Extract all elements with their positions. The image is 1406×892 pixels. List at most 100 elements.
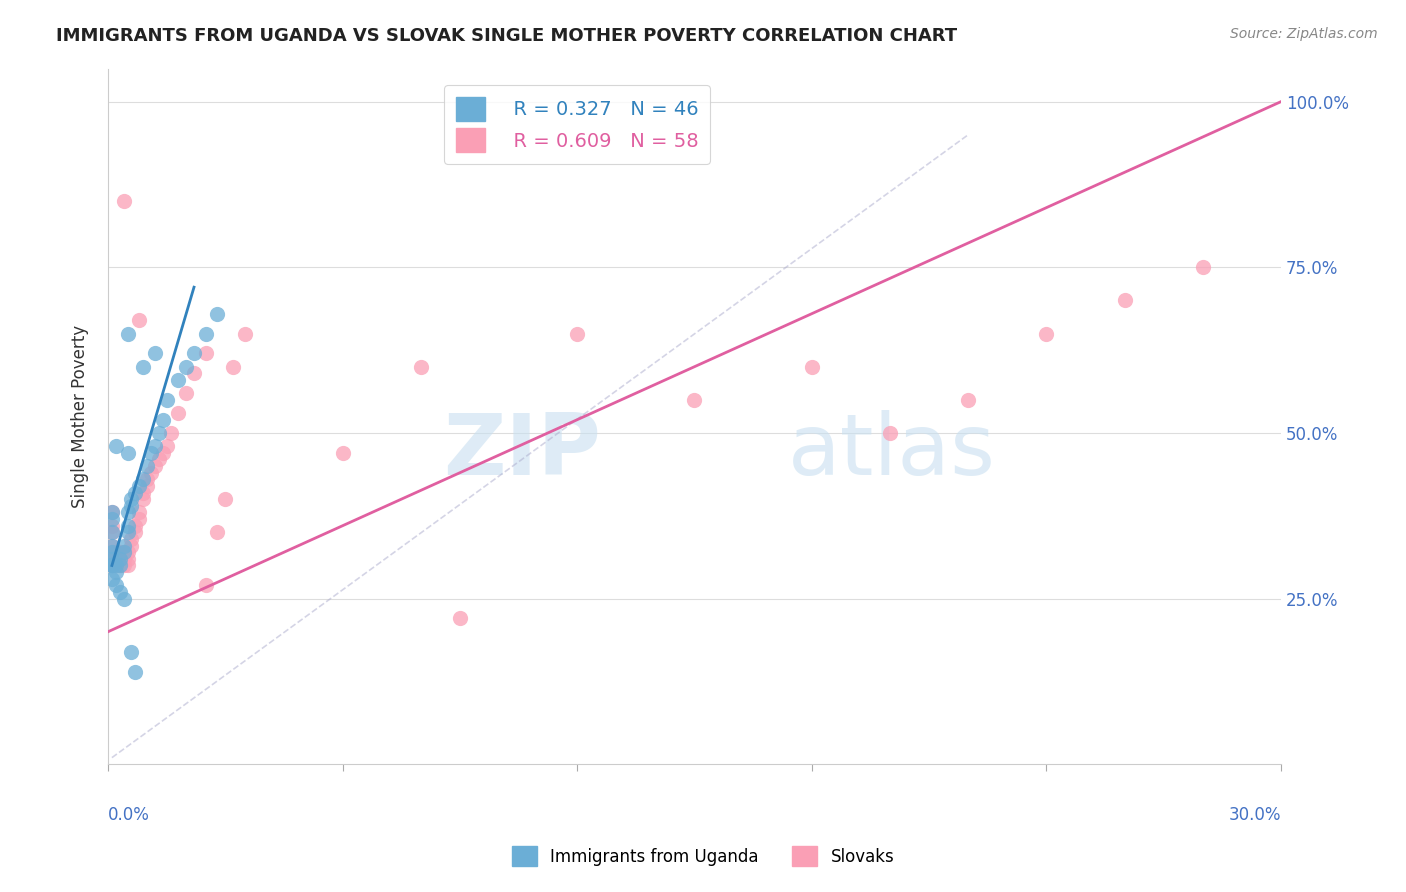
Point <box>152 446 174 460</box>
Point <box>104 545 127 559</box>
Text: ZIP: ZIP <box>443 409 600 492</box>
Point <box>112 545 135 559</box>
Point <box>183 367 205 381</box>
Point <box>683 392 706 407</box>
Point <box>112 545 135 559</box>
Point <box>120 492 142 507</box>
Point <box>120 532 142 546</box>
Point <box>101 558 124 573</box>
Point <box>112 591 135 606</box>
Point <box>117 545 139 559</box>
Text: IMMIGRANTS FROM UGANDA VS SLOVAK SINGLE MOTHER POVERTY CORRELATION CHART: IMMIGRANTS FROM UGANDA VS SLOVAK SINGLE … <box>56 27 957 45</box>
Point <box>136 472 159 486</box>
Point <box>1035 326 1057 341</box>
Point <box>449 611 471 625</box>
Point <box>117 446 139 460</box>
Point <box>167 406 190 420</box>
Point <box>143 346 166 360</box>
Point <box>139 446 162 460</box>
Point <box>567 326 589 341</box>
Point <box>124 525 146 540</box>
Point <box>120 539 142 553</box>
Point <box>148 425 170 440</box>
Point <box>108 552 131 566</box>
Point <box>101 558 124 573</box>
Point <box>879 425 901 440</box>
Point <box>124 665 146 679</box>
Text: 30.0%: 30.0% <box>1229 806 1281 824</box>
Point <box>108 552 131 566</box>
Point <box>194 346 217 360</box>
Point <box>104 558 127 573</box>
Point <box>112 539 135 553</box>
Point <box>800 359 823 374</box>
Point <box>101 558 124 573</box>
Point <box>112 558 135 573</box>
Point <box>159 425 181 440</box>
Point <box>101 552 124 566</box>
Point <box>194 326 217 341</box>
Point <box>156 439 179 453</box>
Point <box>108 558 131 573</box>
Point <box>108 558 131 573</box>
Point <box>117 558 139 573</box>
Point <box>156 392 179 407</box>
Point <box>957 392 980 407</box>
Y-axis label: Single Mother Poverty: Single Mother Poverty <box>72 325 89 508</box>
Point <box>112 552 135 566</box>
Point <box>233 326 256 341</box>
Point <box>183 346 205 360</box>
Point <box>117 552 139 566</box>
Point <box>108 545 131 559</box>
Point <box>132 492 155 507</box>
Point <box>101 545 124 559</box>
Point <box>104 565 127 579</box>
Point <box>101 506 124 520</box>
Point <box>148 452 170 467</box>
Point <box>143 459 166 474</box>
Point <box>409 359 432 374</box>
Point <box>174 386 197 401</box>
Point <box>174 359 197 374</box>
Point <box>101 518 124 533</box>
Point <box>101 506 124 520</box>
Point <box>128 479 150 493</box>
Point <box>104 558 127 573</box>
Point <box>128 512 150 526</box>
Point <box>152 413 174 427</box>
Point <box>124 485 146 500</box>
Point <box>101 539 124 553</box>
Point <box>101 558 124 573</box>
Point <box>139 466 162 480</box>
Point <box>124 518 146 533</box>
Point <box>101 512 124 526</box>
Point <box>112 194 135 208</box>
Point <box>104 439 127 453</box>
Legend: Immigrants from Uganda, Slovaks: Immigrants from Uganda, Slovaks <box>503 838 903 875</box>
Point <box>128 506 150 520</box>
Text: Source: ZipAtlas.com: Source: ZipAtlas.com <box>1230 27 1378 41</box>
Point <box>104 552 127 566</box>
Point <box>108 585 131 599</box>
Point <box>207 307 229 321</box>
Point <box>143 439 166 453</box>
Point <box>128 313 150 327</box>
Point <box>132 472 155 486</box>
Point <box>117 525 139 540</box>
Point <box>104 578 127 592</box>
Point <box>222 359 245 374</box>
Point <box>120 499 142 513</box>
Point <box>1191 260 1213 275</box>
Legend:   R = 0.327   N = 46,   R = 0.609   N = 58: R = 0.327 N = 46, R = 0.609 N = 58 <box>444 86 710 164</box>
Point <box>167 373 190 387</box>
Point <box>332 446 354 460</box>
Point <box>117 326 139 341</box>
Point <box>101 525 124 540</box>
Text: 0.0%: 0.0% <box>108 806 150 824</box>
Point <box>101 558 124 573</box>
Point <box>214 492 236 507</box>
Point <box>101 539 124 553</box>
Point <box>101 558 124 573</box>
Point <box>101 525 124 540</box>
Point <box>1114 293 1136 308</box>
